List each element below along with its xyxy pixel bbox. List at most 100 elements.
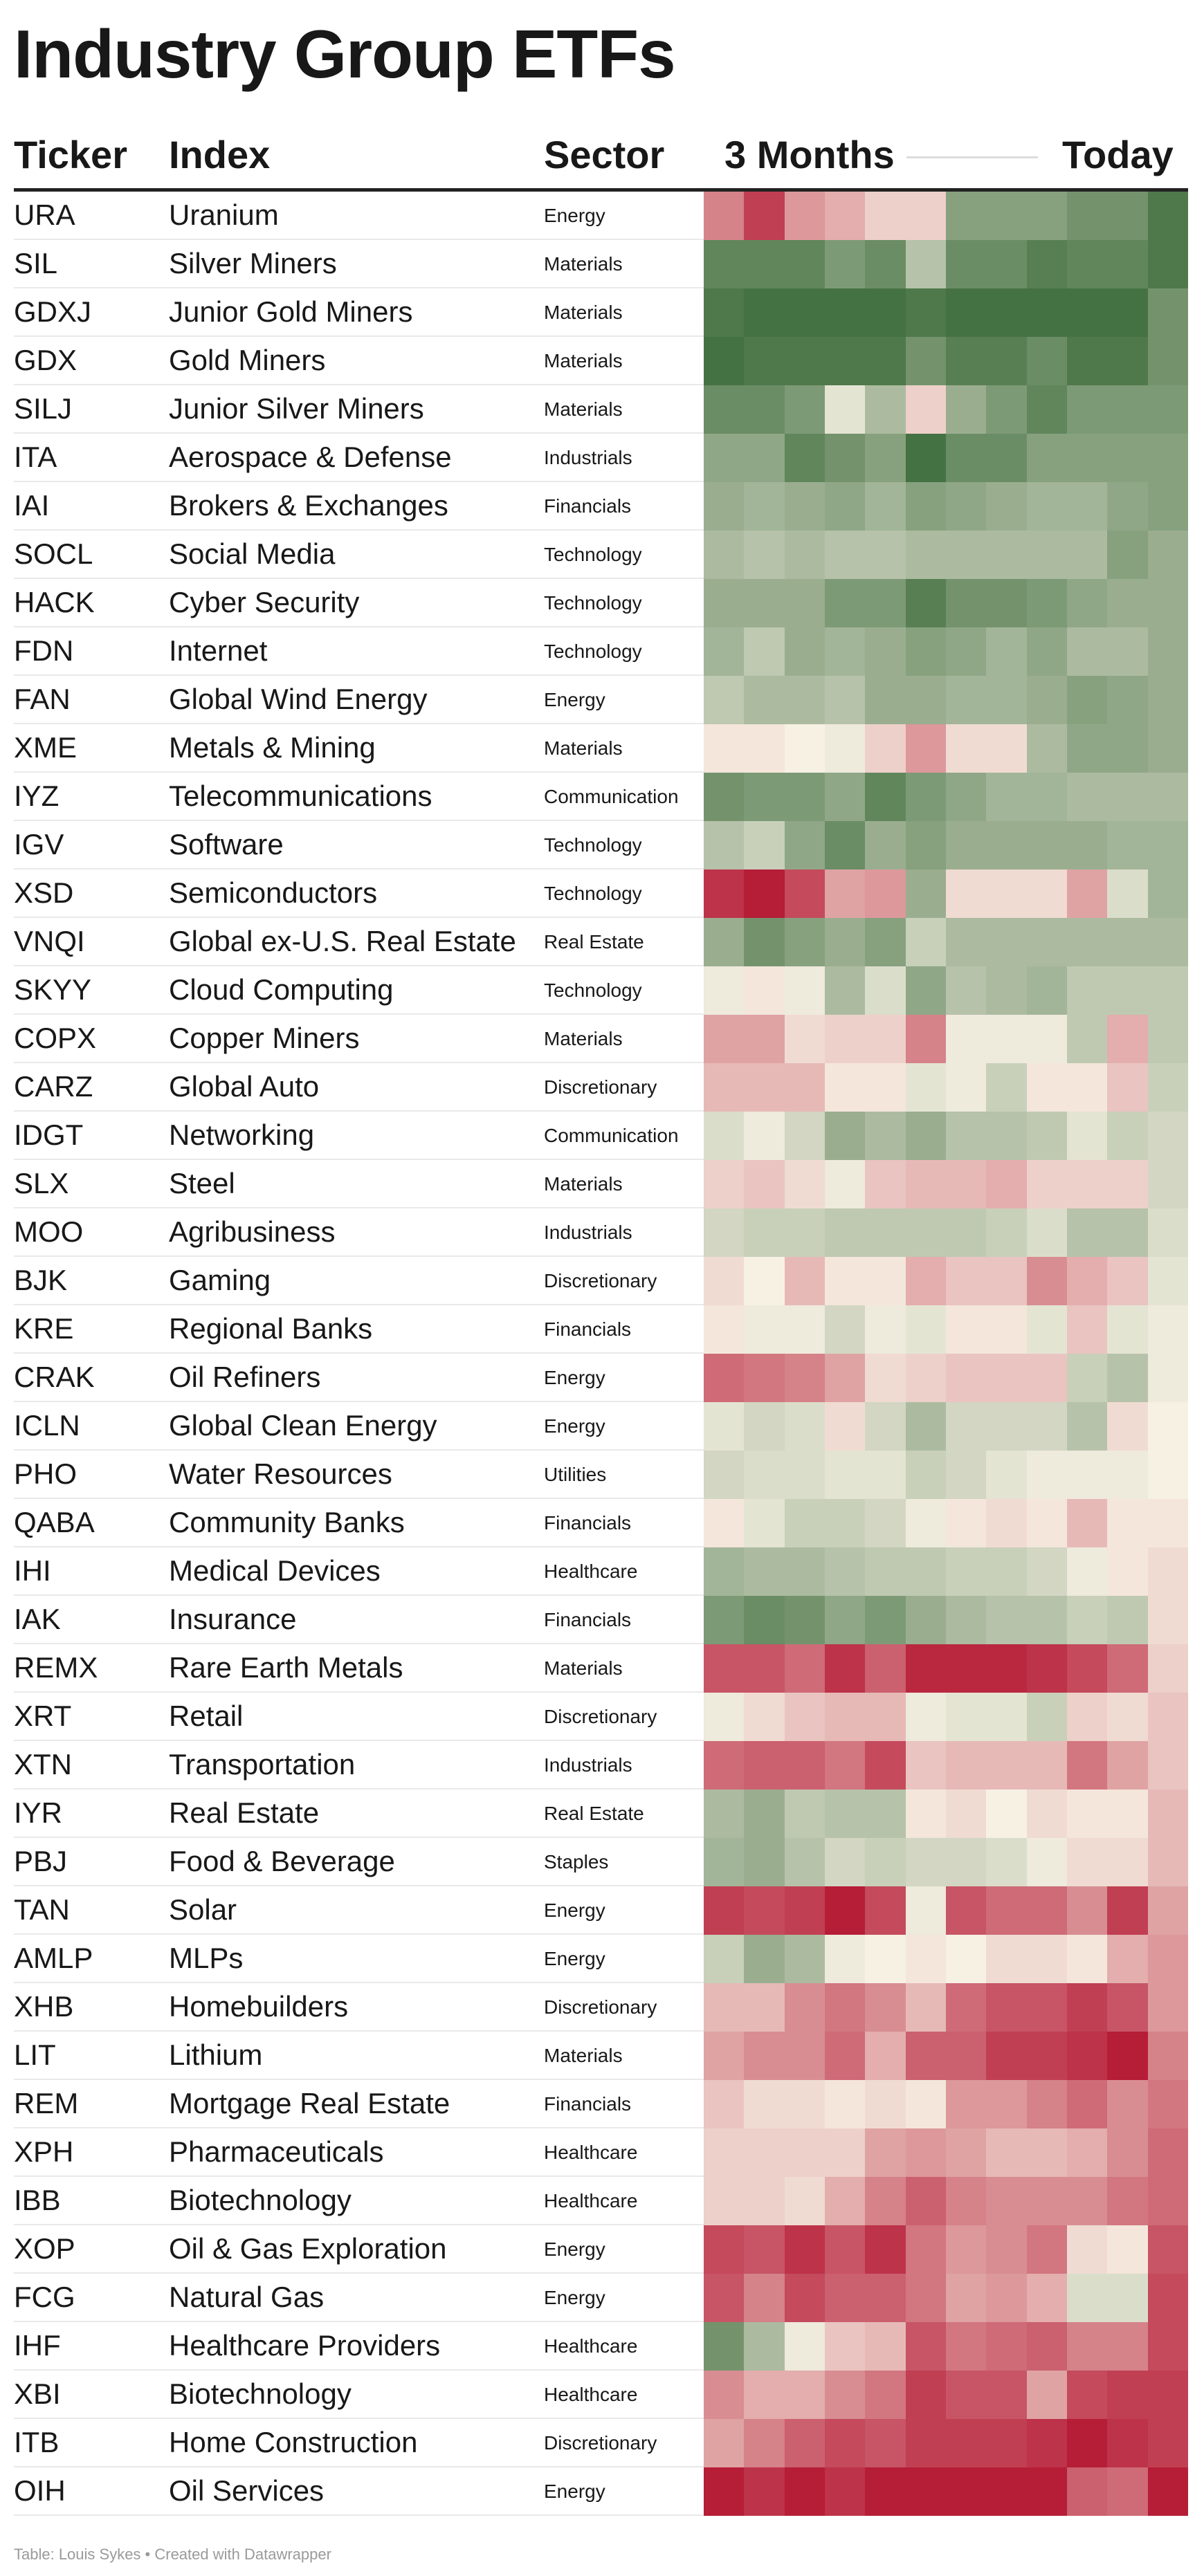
sector-cell: Financials (544, 1512, 632, 1534)
column-header-sector: Sector (544, 133, 665, 176)
heatmap-cell (824, 531, 866, 579)
row-separator (14, 1982, 704, 1983)
heatmap-cell (824, 2371, 866, 2419)
heatmap-cell (784, 1160, 825, 1208)
heatmap-cell (905, 2467, 946, 2516)
heatmap-cell (986, 2225, 1027, 2274)
heatmap-cell (784, 1208, 825, 1257)
heatmap-cell (1107, 240, 1148, 288)
sector-cell: Technology (544, 592, 642, 614)
heatmap-cell (704, 1886, 745, 1935)
row-separator (14, 674, 704, 676)
heatmap-cell (1107, 2128, 1148, 2177)
sector-cell: Materials (544, 737, 623, 759)
page-title: Industry Group ETFs (14, 16, 676, 92)
heatmap-cell (905, 1935, 946, 1983)
heatmap-cell (824, 288, 866, 337)
heatmap-cell (905, 627, 946, 676)
ticker-cell: PBJ (14, 1845, 68, 1877)
heatmap-cell (704, 579, 745, 627)
heatmap-cell (945, 724, 987, 773)
heatmap-row (704, 2467, 1188, 2516)
heatmap-cell (1026, 2128, 1067, 2177)
row-separator (14, 2418, 704, 2419)
heatmap-cell (905, 918, 946, 966)
heatmap-cell (704, 2128, 745, 2177)
heatmap-row (704, 2419, 1188, 2467)
heatmap-cell (986, 2274, 1027, 2322)
row-separator (14, 2466, 704, 2467)
heatmap-cell (1026, 1451, 1067, 1499)
heatmap-cell (1026, 1402, 1067, 1451)
heatmap-cell (744, 1547, 785, 1596)
sector-cell: Industrials (544, 1754, 632, 1776)
heatmap-cell (824, 1208, 866, 1257)
heatmap-cell (1107, 1160, 1148, 1208)
table-row: FDN Internet Technology (0, 627, 1204, 676)
heatmap-cell (824, 1838, 866, 1886)
heatmap-cell (1066, 1886, 1108, 1935)
index-cell: Uranium (169, 199, 279, 231)
ticker-cell: SIL (14, 247, 58, 279)
heatmap-cell (1107, 1644, 1148, 1693)
heatmap-cell (784, 1741, 825, 1790)
heatmap-cell (1026, 1208, 1067, 1257)
heatmap-cell (1107, 482, 1148, 531)
heatmap-cell (744, 2080, 785, 2128)
heatmap-cell (865, 1838, 906, 1886)
heatmap-cell (945, 2371, 987, 2419)
heatmap-cell (1147, 1015, 1188, 1063)
ticker-cell: LIT (14, 2039, 56, 2071)
table-row: XPH Pharmaceuticals Healthcare (0, 2128, 1204, 2177)
heatmap-row (704, 1838, 1188, 1886)
heatmap-row (704, 773, 1188, 821)
heatmap-cell (1026, 2322, 1067, 2371)
sector-cell: Communication (544, 786, 679, 807)
heatmap-cell (824, 240, 866, 288)
heatmap-cell (1107, 2032, 1148, 2080)
row-separator (14, 335, 704, 337)
row-separator (14, 2369, 704, 2371)
heatmap-cell (784, 2177, 825, 2225)
heatmap-cell (1026, 2032, 1067, 2080)
table-row: GDXJ Junior Gold Miners Materials (0, 288, 1204, 337)
sector-cell: Financials (544, 495, 632, 517)
heatmap-cell (704, 724, 745, 773)
heatmap-cell (1066, 2274, 1108, 2322)
index-cell: Cyber Security (169, 586, 360, 618)
heatmap-cell (1147, 1305, 1188, 1354)
heatmap-cell (905, 1838, 946, 1886)
heatmap-cell (905, 773, 946, 821)
heatmap-cell (824, 1886, 866, 1935)
heatmap-row (704, 1499, 1188, 1547)
heatmap-cell (1107, 627, 1148, 676)
heatmap-cell (824, 724, 866, 773)
heatmap-cell (824, 1693, 866, 1741)
heatmap-cell (905, 1886, 946, 1935)
heatmap-cell (744, 2419, 785, 2467)
heatmap-cell (865, 2177, 906, 2225)
index-cell: Software (169, 828, 284, 861)
row-separator (14, 1788, 704, 1790)
heatmap-cell (986, 2467, 1027, 2516)
heatmap-cell (824, 1402, 866, 1451)
heatmap-cell (704, 482, 745, 531)
sector-cell: Staples (544, 1851, 609, 1873)
ticker-cell: IYZ (14, 780, 60, 812)
heatmap-cell (945, 482, 987, 531)
ticker-cell: IYR (14, 1796, 63, 1829)
sector-cell: Financials (544, 1609, 632, 1630)
heatmap-cell (905, 1790, 946, 1838)
index-cell: Steel (169, 1167, 235, 1199)
heatmap-row (704, 1741, 1188, 1790)
heatmap-cell (905, 676, 946, 724)
heatmap-cell (945, 434, 987, 482)
heatmap-cell (865, 1693, 906, 1741)
heatmap-cell (1107, 2177, 1148, 2225)
heatmap-row (704, 1354, 1188, 1402)
heatmap-cell (784, 385, 825, 434)
heatmap-cell (1147, 1063, 1188, 1112)
heatmap-cell (865, 2080, 906, 2128)
heatmap-cell (1026, 1596, 1067, 1644)
heatmap-cell (1147, 966, 1188, 1015)
